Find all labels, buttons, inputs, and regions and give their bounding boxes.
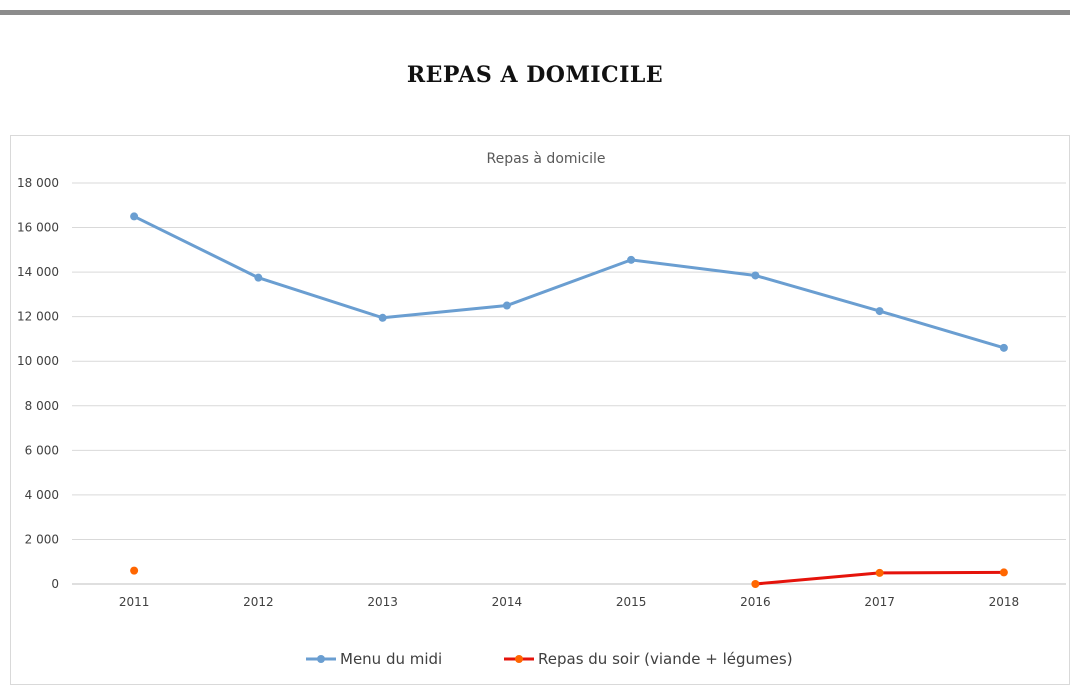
data-point bbox=[130, 566, 139, 575]
y-tick-label: 12 000 bbox=[17, 310, 59, 324]
x-axis-tick-labels: 2011 2012 2013 2014 2015 2016 2017 2018 bbox=[119, 595, 1019, 609]
y-tick-label: 4 000 bbox=[25, 488, 59, 502]
data-point bbox=[875, 307, 884, 316]
series-2 bbox=[130, 566, 1008, 588]
legend-label: Repas du soir (viande + légumes) bbox=[538, 650, 793, 668]
data-point bbox=[627, 255, 636, 264]
x-tick-label: 2016 bbox=[740, 595, 771, 609]
y-tick-label: 6 000 bbox=[25, 443, 59, 457]
y-axis-tick-labels: 0 2 000 4 000 6 000 8 000 10 000 12 000 14 000 1… bbox=[17, 176, 59, 591]
legend-label: Menu du midi bbox=[340, 650, 442, 668]
data-point bbox=[751, 580, 760, 588]
x-tick-label: 2017 bbox=[864, 595, 895, 609]
x-tick-label: 2011 bbox=[119, 595, 150, 609]
data-point bbox=[999, 568, 1008, 577]
data-point bbox=[254, 273, 263, 282]
y-tick-label: 2 000 bbox=[25, 532, 59, 546]
data-point bbox=[751, 271, 760, 280]
page-title: REPAS A DOMICILE bbox=[406, 62, 664, 88]
legend-item-2: Repas du soir (viande + légumes) bbox=[504, 650, 793, 668]
y-tick-label: 16 000 bbox=[17, 221, 59, 235]
top-rule bbox=[0, 10, 1070, 15]
data-point bbox=[875, 568, 884, 577]
y-tick-label: 10 000 bbox=[17, 354, 59, 368]
y-tick-label: 14 000 bbox=[17, 265, 59, 279]
x-tick-label: 2015 bbox=[616, 595, 647, 609]
data-point bbox=[502, 301, 511, 310]
y-tick-label: 0 bbox=[51, 577, 59, 591]
y-tick-label: 8 000 bbox=[25, 399, 59, 413]
x-tick-label: 2013 bbox=[367, 595, 398, 609]
legend-item-1: Menu du midi bbox=[306, 650, 442, 668]
data-point bbox=[378, 313, 387, 322]
data-point bbox=[130, 212, 139, 221]
legend-swatch-marker bbox=[317, 655, 325, 663]
x-tick-label: 2018 bbox=[989, 595, 1020, 609]
legend: Menu du midi Repas du soir (viande + légu… bbox=[306, 650, 793, 668]
chart-frame bbox=[10, 135, 1070, 685]
series-1 bbox=[130, 212, 1008, 352]
series-line bbox=[132, 214, 1006, 350]
x-tick-label: 2012 bbox=[243, 595, 274, 609]
chart-title: Repas à domicile bbox=[486, 151, 605, 167]
gridlines bbox=[72, 182, 1066, 585]
y-tick-label: 18 000 bbox=[17, 176, 59, 190]
legend-swatch-marker bbox=[515, 655, 523, 663]
x-tick-label: 2014 bbox=[492, 595, 523, 609]
series-group bbox=[130, 212, 1008, 588]
data-point bbox=[999, 343, 1008, 352]
